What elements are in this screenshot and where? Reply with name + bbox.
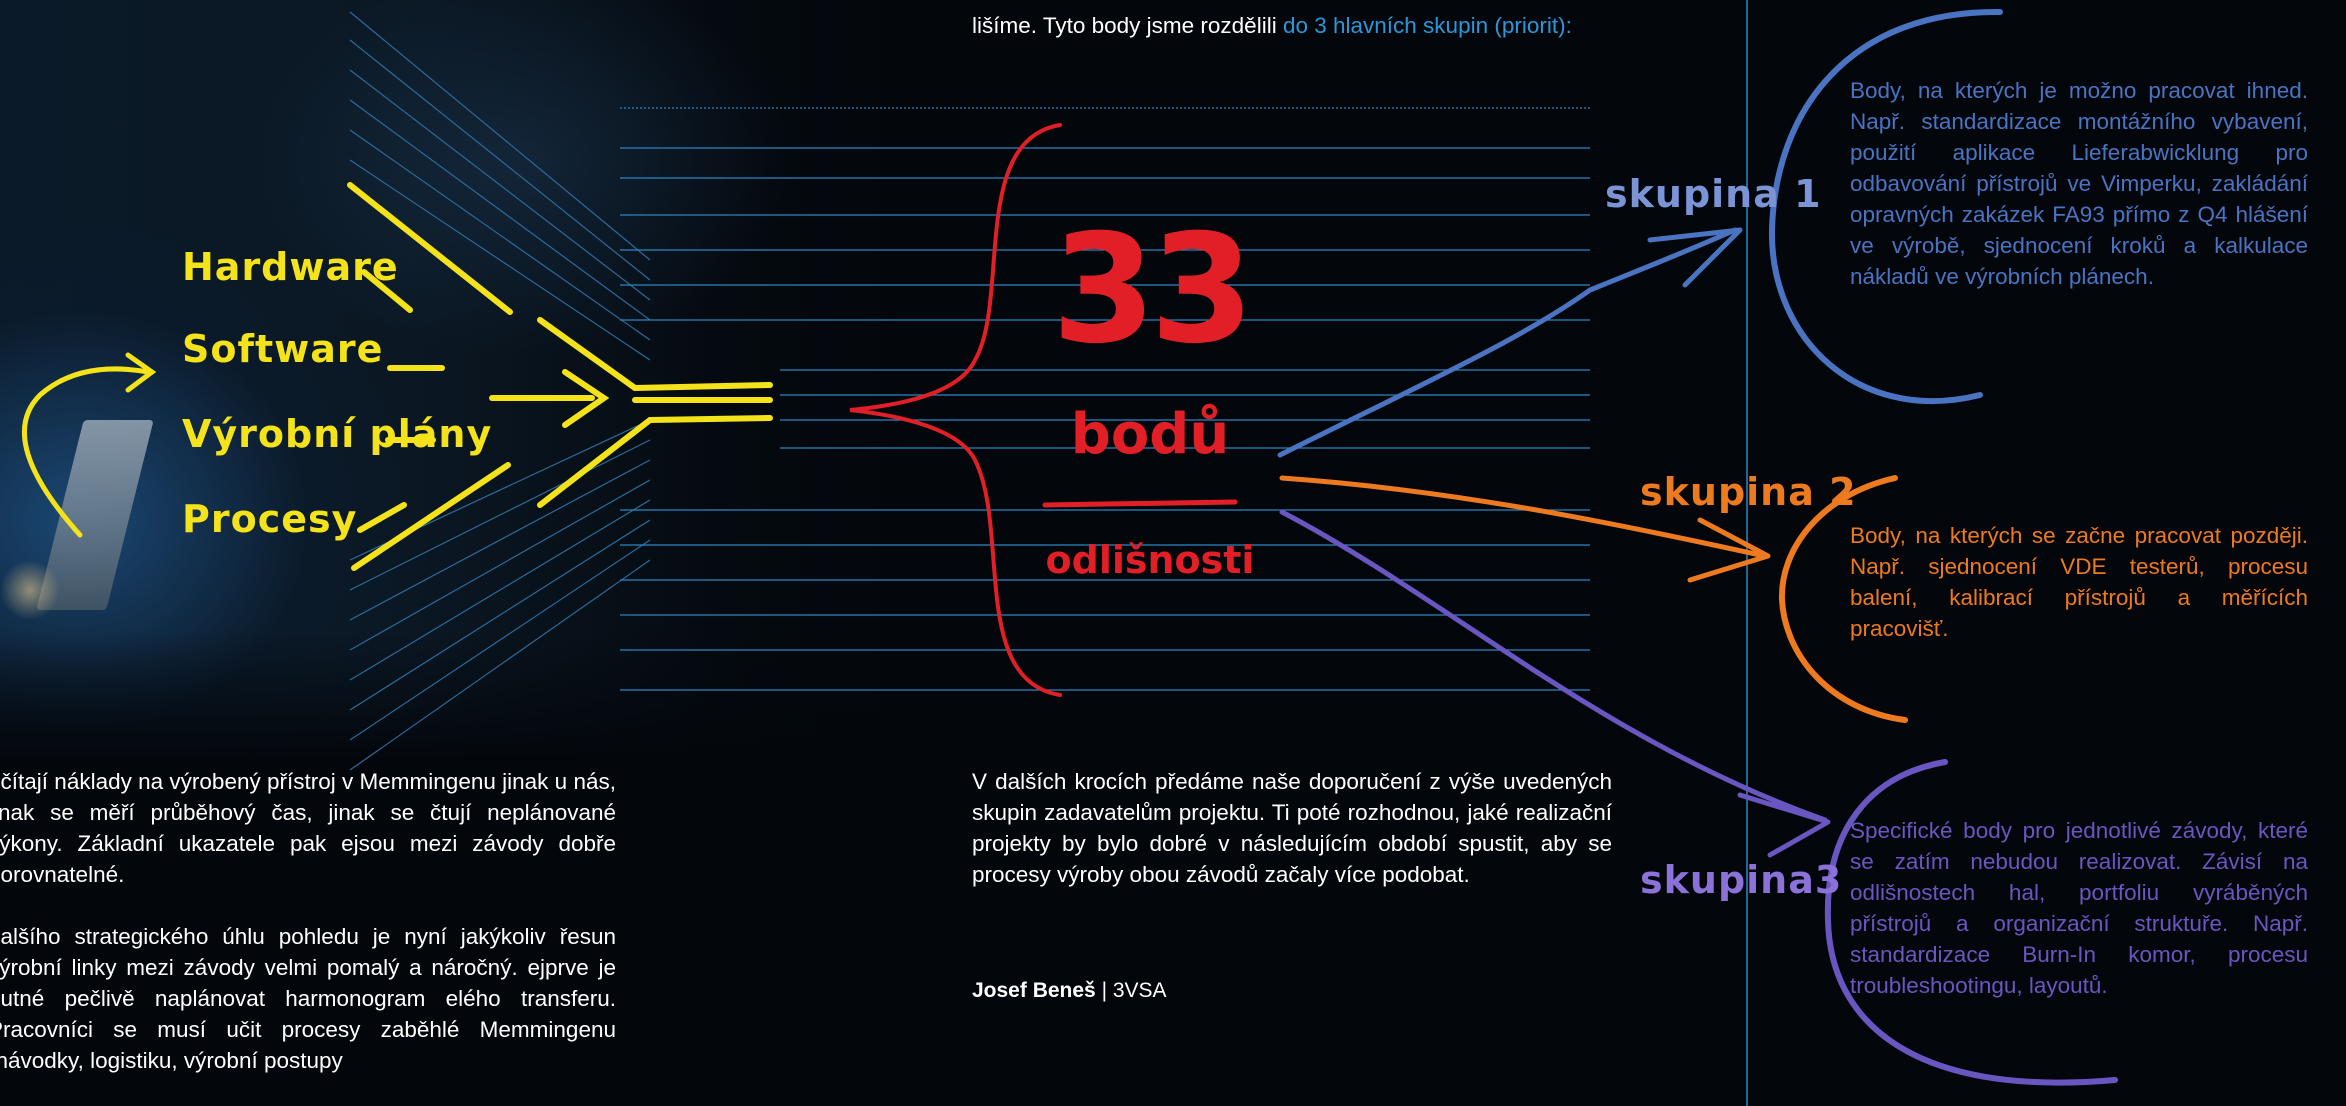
points-count: 33 bbox=[1051, 203, 1255, 377]
intro-highlight: do 3 hlavních skupin (priorit): bbox=[1282, 13, 1572, 38]
bracket-group-1 bbox=[1768, 8, 2003, 404]
author-dept: 3VSA bbox=[1112, 979, 1167, 1002]
points-unit: bodů bbox=[1070, 402, 1230, 467]
loop-arrow-icon bbox=[21, 366, 151, 538]
upper-diagonal-lines bbox=[349, 11, 651, 361]
points-caption: odlišnosti bbox=[1045, 538, 1255, 582]
group-label-1: skupina 1 bbox=[1605, 172, 1822, 216]
laptop-photo-background bbox=[0, 0, 900, 760]
fraction-line bbox=[1042, 499, 1238, 508]
left-paragraph-2: dalšího strategického úhlu pohledu je ny… bbox=[0, 924, 616, 1073]
curly-brace bbox=[849, 123, 1062, 697]
intro-sentence: lišíme. Tyto body jsme rozdělili bbox=[972, 13, 1283, 38]
group-3-description: Specifické body pro jednotlivé závody, k… bbox=[1850, 818, 2308, 998]
yellow-converging-arrows bbox=[347, 182, 773, 571]
arrow-group-2 bbox=[1279, 475, 1763, 558]
horizontal-lines bbox=[620, 107, 1590, 691]
lower-diagonal-lines bbox=[349, 419, 651, 771]
input-label-procesy: Procesy bbox=[182, 497, 358, 541]
bracket-group-3 bbox=[1824, 759, 2118, 1086]
author-line: Josef Beneš | 3VSA bbox=[972, 975, 1167, 1006]
author-name: Josef Beneš bbox=[972, 979, 1096, 1002]
input-label-software: Software bbox=[182, 327, 384, 371]
input-label-vyrobni-plany: Výrobní plány bbox=[182, 412, 493, 456]
arrow-group-3 bbox=[1279, 509, 1828, 823]
left-column-text: očítají náklady na výrobený přístroj v M… bbox=[0, 766, 628, 1076]
arrowhead-group-3-icon bbox=[1737, 792, 1831, 858]
group-label-3: skupina3 bbox=[1640, 858, 1843, 902]
next-steps-paragraph: V dalších krocích předáme naše doporučen… bbox=[972, 769, 1612, 887]
group-2-description: Body, na kterých se začne pracovat pozdě… bbox=[1850, 523, 2308, 641]
group-label-2: skupina 2 bbox=[1640, 470, 1857, 514]
left-paragraph-1: očítají náklady na výrobený přístroj v M… bbox=[0, 769, 616, 887]
lamp-glow bbox=[0, 560, 60, 620]
arrow-group-1 bbox=[1277, 227, 1738, 458]
author-separator: | bbox=[1095, 979, 1113, 1002]
arrowhead-group-1-icon bbox=[1647, 227, 1743, 288]
input-label-hardware: Hardware bbox=[182, 245, 399, 289]
bracket-group-2 bbox=[1778, 475, 1908, 723]
group-1-description: Body, na kterých je možno pracovat ihned… bbox=[1850, 78, 2308, 289]
intro-text: lišíme. Tyto body jsme rozdělili do 3 hl… bbox=[972, 10, 1617, 41]
arrowhead-group-2-icon bbox=[1687, 517, 1771, 583]
